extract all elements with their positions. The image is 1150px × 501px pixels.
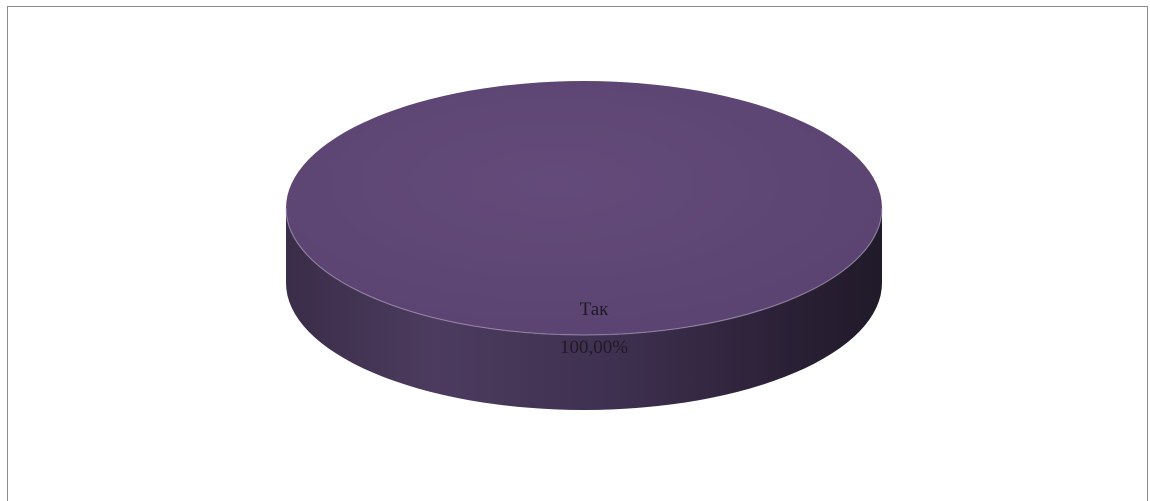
pie-slice-Так (286, 81, 882, 335)
slice-label-category: Так (580, 299, 610, 320)
pie-slice-rim (285, 207, 883, 336)
pie-slice-side-Так (286, 208, 882, 410)
slice-label-value: 100,00% (560, 337, 628, 358)
